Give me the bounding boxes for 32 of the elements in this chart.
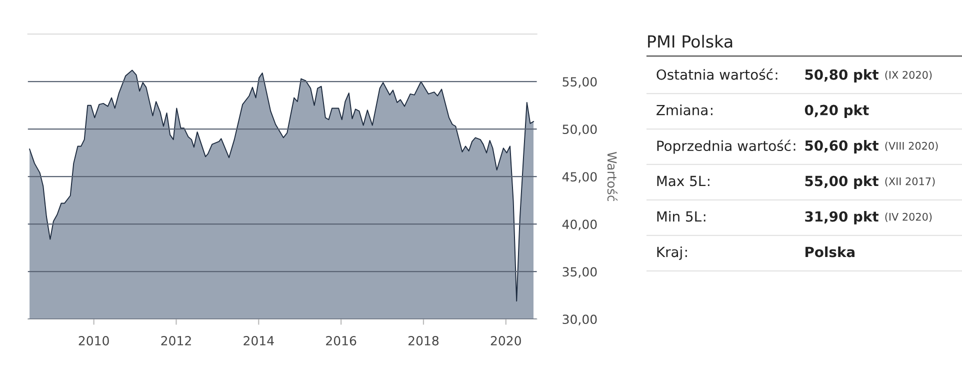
y-tick-label: 50,00 — [562, 124, 597, 136]
x-tick-label: 2016 — [326, 336, 356, 346]
y-axis-title: Wartość — [607, 152, 618, 201]
x-tick-label: 2020 — [490, 336, 521, 346]
text: 0,20 pkt — [804, 104, 869, 118]
x-tick-label: 2018 — [408, 336, 439, 346]
text: 31,90 pkt (IV 2020) — [805, 210, 932, 224]
text: Polska — [806, 246, 854, 258]
category-label: Ostatnia wartość — [656, 68, 773, 80]
category-label: Poprzednia wartość — [657, 140, 791, 154]
y-tick-label: 40,00 — [562, 220, 597, 230]
text: PMI Polska — [648, 34, 732, 48]
text: : — [710, 108, 712, 116]
y-tick-label: 45,00 — [562, 172, 597, 183]
text: : — [685, 250, 687, 258]
text: 50,60 pkt (VIII 2020) — [805, 140, 938, 154]
text: 50,80 pkt (IX 2020) — [805, 69, 932, 83]
x-tick-label: 2012 — [161, 336, 191, 346]
text: : — [704, 214, 706, 222]
y-tick-label: 55,00 — [562, 77, 597, 88]
x-tick-label: 2014 — [244, 336, 274, 346]
text: : — [794, 143, 796, 151]
y-tick-label: 35,00 — [562, 267, 597, 278]
text: : — [708, 178, 710, 186]
y-tick-label: 30,00 — [562, 314, 597, 326]
category-label: Min 5L — [657, 210, 702, 222]
x-tick-label: 2010 — [78, 336, 109, 346]
category-label: Kraj — [657, 246, 682, 260]
text: : — [776, 72, 778, 80]
category-label: Max 5L — [657, 176, 706, 186]
category-label: Zmiana — [656, 104, 708, 116]
text: 55,00 pkt (XII 2017) — [805, 176, 935, 189]
